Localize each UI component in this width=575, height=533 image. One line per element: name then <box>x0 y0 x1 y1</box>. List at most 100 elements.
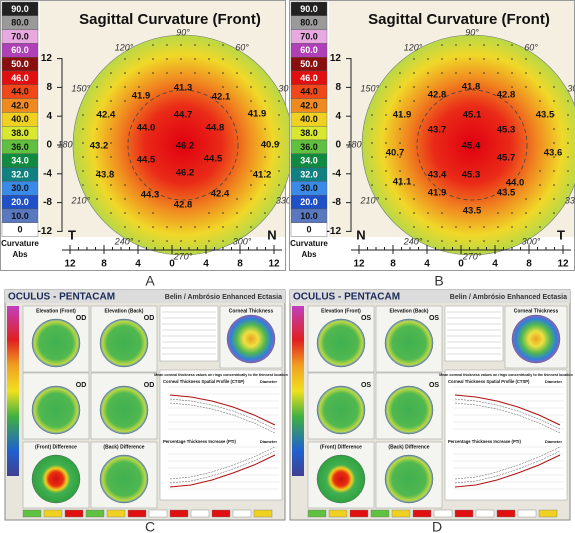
grid-dot <box>124 72 126 74</box>
x-tick-label: 4 <box>135 259 141 270</box>
grid-dot <box>208 226 210 228</box>
grid-dot <box>385 100 387 102</box>
grid-dot <box>385 142 387 144</box>
grid-dot <box>138 72 140 74</box>
scale-label: 40.0 <box>300 114 318 124</box>
grid-dot <box>194 44 196 46</box>
grid-dot <box>96 86 98 88</box>
indicator <box>107 510 125 517</box>
grid-dot <box>371 170 373 172</box>
grid-dot <box>525 58 527 60</box>
scale-label: 80.0 <box>300 18 318 28</box>
grid-dot <box>110 128 112 130</box>
grid-dot <box>110 142 112 144</box>
scale-label: 34.0 <box>11 156 29 166</box>
grid-dot <box>511 212 513 214</box>
grid-dot <box>264 156 266 158</box>
scale-caption: Curvature <box>1 239 39 248</box>
grid-dot <box>250 100 252 102</box>
grid-dot <box>553 100 555 102</box>
grid-dot <box>250 198 252 200</box>
scale-label: 30.0 <box>300 183 318 193</box>
grid-dot <box>110 198 112 200</box>
grid-dot <box>138 226 140 228</box>
grid-dot <box>124 198 126 200</box>
grid-dot <box>222 44 224 46</box>
grid-dot <box>166 72 168 74</box>
grid-dot <box>96 184 98 186</box>
grid-dot <box>385 184 387 186</box>
map-value: 45.3 <box>462 170 481 181</box>
grid-dot <box>427 240 429 242</box>
indicator <box>44 510 62 517</box>
graph-area <box>445 370 567 500</box>
grid-dot <box>96 156 98 158</box>
map-value: 40.9 <box>261 140 280 151</box>
grid-dot <box>413 72 415 74</box>
grid-dot <box>96 128 98 130</box>
graph-axis-label: Diameter <box>545 439 563 444</box>
scale-label: 34.0 <box>300 156 318 166</box>
grid-dot <box>539 198 541 200</box>
grid-dot <box>110 72 112 74</box>
grid-dot <box>553 128 555 130</box>
grid-dot <box>427 212 429 214</box>
grid-dot <box>152 212 154 214</box>
grid-dot <box>110 184 112 186</box>
grid-dot <box>455 240 457 242</box>
grid-dot <box>236 86 238 88</box>
x-tick-label: 12 <box>64 259 76 270</box>
grid-dot <box>553 86 555 88</box>
grid-dot <box>511 58 513 60</box>
grid-dot <box>427 226 429 228</box>
grid-dot <box>511 240 513 242</box>
indicator <box>329 510 347 517</box>
grid-dot <box>138 212 140 214</box>
grid-dot <box>180 240 182 242</box>
grid-dot <box>567 114 569 116</box>
scale-caption: Curvature <box>290 239 328 248</box>
grid-dot <box>222 58 224 60</box>
scale-label: 0 <box>306 225 311 235</box>
grid-dot <box>525 212 527 214</box>
scale-label: 0 <box>17 225 22 235</box>
elevation-map <box>317 319 365 367</box>
y-tick-label: -8 <box>43 197 52 208</box>
eye-label: OS <box>429 315 439 322</box>
indicator <box>497 510 515 517</box>
grid-dot <box>567 128 569 130</box>
elevation-map <box>32 455 80 503</box>
y-tick-label: 12 <box>41 53 53 64</box>
map-value: 43.8 <box>96 170 115 181</box>
angle-label: 150° <box>360 83 379 93</box>
scale-caption: Abs <box>301 250 317 259</box>
indicator <box>434 510 452 517</box>
map-title: Corneal Thickness <box>229 308 274 314</box>
scale-label: 70.0 <box>300 31 318 41</box>
color-scale <box>292 306 304 476</box>
x-tick-label: 8 <box>390 259 396 270</box>
grid-dot <box>124 86 126 88</box>
x-tick-label: 4 <box>203 259 209 270</box>
grid-dot <box>371 142 373 144</box>
grid-dot <box>208 212 210 214</box>
map-value: 41.9 <box>428 188 447 199</box>
angle-label: 90° <box>176 27 190 37</box>
grid-dot <box>441 240 443 242</box>
eye-label: OS <box>361 315 371 322</box>
map-title: Elevation (Back) <box>390 308 429 314</box>
y-tick-label: -4 <box>332 168 341 179</box>
grid-dot <box>399 198 401 200</box>
y-tick-label: 4 <box>46 111 52 122</box>
info-box <box>160 306 218 361</box>
figure: 90.080.070.060.050.046.044.042.040.038.0… <box>0 0 575 533</box>
grid-dot <box>525 86 527 88</box>
panel-label: A <box>145 273 155 289</box>
grid-dot <box>82 170 84 172</box>
scale-label: 32.0 <box>11 169 29 179</box>
grid-dot <box>278 128 280 130</box>
grid-dot <box>539 212 541 214</box>
scale-label: 36.0 <box>300 142 318 152</box>
grid-dot <box>497 44 499 46</box>
map-value: 41.2 <box>253 170 272 181</box>
